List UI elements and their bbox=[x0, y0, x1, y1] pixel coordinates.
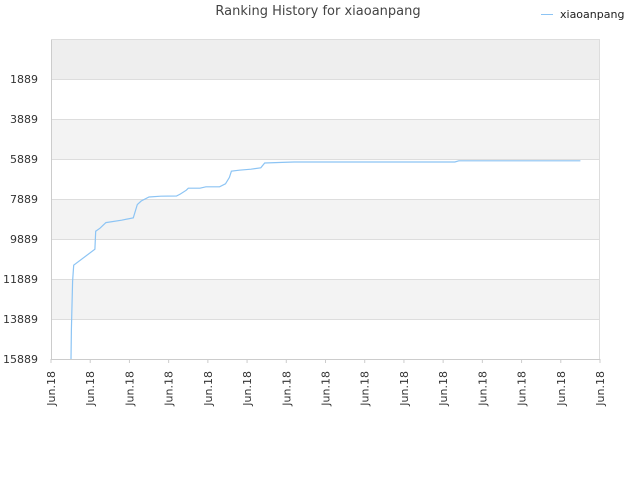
x-tick-label: Jun.18 bbox=[320, 371, 333, 407]
legend-line-swatch bbox=[541, 14, 553, 15]
x-tick-label: Jun.18 bbox=[241, 371, 254, 407]
background-band bbox=[51, 199, 600, 239]
background-band bbox=[51, 319, 600, 359]
y-tick-labels: 1889 3889 5889 7889 9889 11889 13889 15889 bbox=[3, 73, 38, 366]
x-tick-label: Jun.18 bbox=[202, 371, 215, 407]
series-line-xiaoanpang bbox=[70, 160, 581, 360]
x-tick-label: Jun.18 bbox=[280, 371, 293, 407]
x-tick-label: Jun.18 bbox=[359, 371, 372, 407]
chart-title: Ranking History for xiaoanpang bbox=[215, 4, 421, 19]
background-band bbox=[51, 159, 600, 199]
background-band bbox=[51, 39, 600, 79]
x-tick-label: Jun.18 bbox=[594, 371, 607, 407]
x-tick-label: Jun.18 bbox=[45, 371, 58, 407]
y-tick-label: 15889 bbox=[3, 353, 38, 366]
x-tick-label: Jun.18 bbox=[84, 371, 97, 407]
x-tick-labels: Jun.18 Jun.18 Jun.18 Jun.18 Jun.18 Jun.18 Jun.… bbox=[45, 359, 607, 407]
y-tick-label: 1889 bbox=[10, 73, 38, 86]
x-tick-label: Jun.18 bbox=[163, 371, 176, 407]
x-tick-label: Jun.18 bbox=[555, 371, 568, 407]
background-band bbox=[51, 119, 600, 159]
y-tick-label: 7889 bbox=[10, 193, 38, 206]
background-band bbox=[51, 279, 600, 319]
y-tick-label: 5889 bbox=[10, 153, 38, 166]
legend-label: xiaoanpang bbox=[560, 8, 625, 21]
series-layer bbox=[70, 160, 581, 360]
x-tick-label: Jun.18 bbox=[437, 371, 450, 407]
background-band bbox=[51, 79, 600, 119]
y-tick-label: 3889 bbox=[10, 113, 38, 126]
x-tick-label: Jun.18 bbox=[516, 371, 529, 407]
y-tick-label: 13889 bbox=[3, 313, 38, 326]
y-tick-label: 11889 bbox=[3, 273, 38, 286]
x-tick-label: Jun.18 bbox=[476, 371, 489, 407]
background-band bbox=[51, 239, 600, 279]
legend[interactable]: xiaoanpang bbox=[541, 8, 624, 21]
background-bands bbox=[51, 39, 600, 359]
x-tick-label: Jun.18 bbox=[398, 371, 411, 407]
y-tick-label: 9889 bbox=[10, 233, 38, 246]
x-tick-label: Jun.18 bbox=[123, 371, 136, 407]
